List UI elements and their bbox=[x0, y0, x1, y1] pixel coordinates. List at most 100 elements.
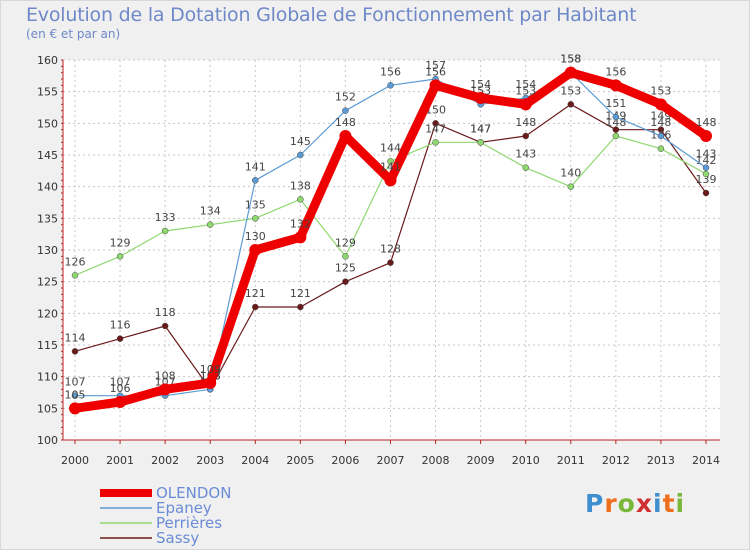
data-point-epaney bbox=[342, 107, 349, 114]
data-point-sassy bbox=[71, 348, 79, 355]
proxiti-logo: Proxiti bbox=[585, 489, 686, 518]
data-label-epaney: 158 bbox=[560, 53, 581, 66]
data-label-epaney: 143 bbox=[696, 148, 717, 161]
data-point-epaney bbox=[252, 177, 259, 184]
x-tick-label: 2012 bbox=[602, 454, 630, 467]
data-point-olendon bbox=[159, 383, 172, 396]
data-point-epaney bbox=[612, 113, 620, 121]
data-point-olendon bbox=[114, 396, 127, 408]
data-label-olendon: 156 bbox=[425, 65, 446, 78]
x-tick-label: 2010 bbox=[512, 454, 540, 467]
data-point-perri-res bbox=[206, 221, 214, 228]
y-tick-label: 120 bbox=[37, 307, 58, 320]
data-label-sassy: 121 bbox=[290, 287, 311, 300]
data-point-olendon bbox=[609, 79, 622, 92]
data-point-olendon bbox=[429, 79, 442, 92]
x-tick-label: 2013 bbox=[647, 454, 675, 467]
x-tick-label: 2008 bbox=[422, 454, 450, 467]
data-point-perri-res bbox=[297, 196, 304, 203]
data-label-olendon: 130 bbox=[245, 230, 266, 243]
y-tick-label: 140 bbox=[37, 181, 58, 194]
x-tick-label: 2003 bbox=[196, 454, 224, 467]
data-label-perri-res: 134 bbox=[200, 205, 221, 218]
x-tick-label: 2011 bbox=[557, 454, 585, 467]
x-tick-label: 2007 bbox=[377, 454, 405, 467]
data-label-sassy: 139 bbox=[696, 173, 717, 186]
y-tick-label: 100 bbox=[37, 434, 58, 447]
data-label-perri-res: 147 bbox=[425, 122, 446, 135]
data-point-perri-res bbox=[477, 139, 484, 146]
y-tick-label: 160 bbox=[37, 54, 58, 67]
data-label-sassy: 147 bbox=[470, 122, 491, 135]
data-point-perri-res bbox=[657, 145, 665, 152]
chart-title: Evolution de la Dotation Globale de Fonc… bbox=[26, 4, 637, 26]
y-tick-label: 110 bbox=[37, 371, 58, 384]
data-point-perri-res bbox=[161, 227, 169, 235]
data-label-sassy: 121 bbox=[245, 287, 266, 300]
data-label-olendon: 158 bbox=[560, 53, 581, 66]
data-label-epaney: 107 bbox=[65, 376, 86, 389]
y-tick-label: 130 bbox=[37, 244, 58, 257]
data-label-epaney: 107 bbox=[110, 376, 131, 389]
plot-area bbox=[63, 60, 720, 440]
data-label-sassy: 118 bbox=[155, 306, 176, 319]
data-point-epaney bbox=[657, 132, 665, 140]
data-label-olendon: 141 bbox=[380, 160, 401, 173]
data-point-olendon bbox=[69, 402, 81, 415]
y-tick-label: 135 bbox=[37, 212, 58, 225]
y-tick-label: 115 bbox=[37, 339, 58, 352]
y-tick-label: 155 bbox=[37, 86, 58, 99]
data-point-perri-res bbox=[71, 272, 79, 279]
x-tick-label: 2009 bbox=[467, 454, 495, 467]
y-tick-label: 105 bbox=[37, 402, 58, 415]
data-point-olendon bbox=[654, 98, 667, 111]
x-tick-label: 2001 bbox=[106, 454, 134, 467]
data-label-perri-res: 129 bbox=[335, 236, 356, 249]
data-label-olendon: 148 bbox=[335, 116, 356, 129]
legend-label-olendon: OLENDON bbox=[156, 484, 232, 502]
data-label-perri-res: 133 bbox=[155, 211, 176, 224]
data-point-epaney bbox=[387, 82, 394, 89]
data-point-perri-res bbox=[252, 215, 259, 222]
data-point-perri-res bbox=[702, 170, 710, 178]
data-label-perri-res: 140 bbox=[560, 167, 581, 180]
data-point-olendon bbox=[700, 130, 712, 142]
data-point-perri-res bbox=[387, 158, 394, 165]
data-label-olendon: 105 bbox=[65, 388, 86, 401]
data-point-sassy bbox=[702, 189, 710, 197]
data-label-olendon: 106 bbox=[110, 382, 131, 395]
x-tick-label: 2002 bbox=[151, 454, 179, 467]
data-label-epaney: 152 bbox=[335, 91, 356, 104]
data-point-perri-res bbox=[342, 253, 349, 260]
data-label-sassy: 153 bbox=[560, 84, 581, 97]
data-point-olendon bbox=[519, 98, 532, 111]
x-tick-label: 2006 bbox=[331, 454, 359, 467]
data-label-epaney: 148 bbox=[650, 116, 671, 129]
data-label-olendon: 154 bbox=[470, 78, 491, 91]
data-label-epaney: 151 bbox=[605, 97, 626, 110]
data-point-olendon bbox=[384, 174, 397, 187]
data-point-sassy bbox=[297, 303, 304, 311]
data-point-sassy bbox=[612, 126, 620, 133]
data-label-perri-res: 147 bbox=[470, 122, 491, 135]
data-label-perri-res: 144 bbox=[380, 141, 401, 154]
data-label-perri-res: 143 bbox=[515, 148, 536, 161]
data-label-epaney: 141 bbox=[245, 160, 266, 173]
y-tick-label: 125 bbox=[37, 276, 58, 289]
data-point-olendon bbox=[339, 130, 352, 142]
data-label-perri-res: 126 bbox=[65, 255, 86, 268]
data-point-olendon bbox=[294, 231, 307, 244]
data-label-olendon: 156 bbox=[605, 65, 626, 78]
x-tick-label: 2004 bbox=[241, 454, 269, 467]
data-label-epaney: 154 bbox=[515, 78, 536, 91]
x-tick-label: 2005 bbox=[286, 454, 314, 467]
data-label-sassy: 125 bbox=[335, 262, 356, 275]
data-point-epaney bbox=[702, 164, 710, 171]
data-point-perri-res bbox=[432, 139, 439, 146]
data-point-sassy bbox=[252, 303, 259, 311]
data-label-olendon: 153 bbox=[515, 84, 536, 97]
data-point-olendon bbox=[564, 66, 577, 79]
data-point-sassy bbox=[432, 120, 439, 127]
data-point-sassy bbox=[116, 335, 124, 342]
data-point-epaney bbox=[297, 151, 304, 159]
